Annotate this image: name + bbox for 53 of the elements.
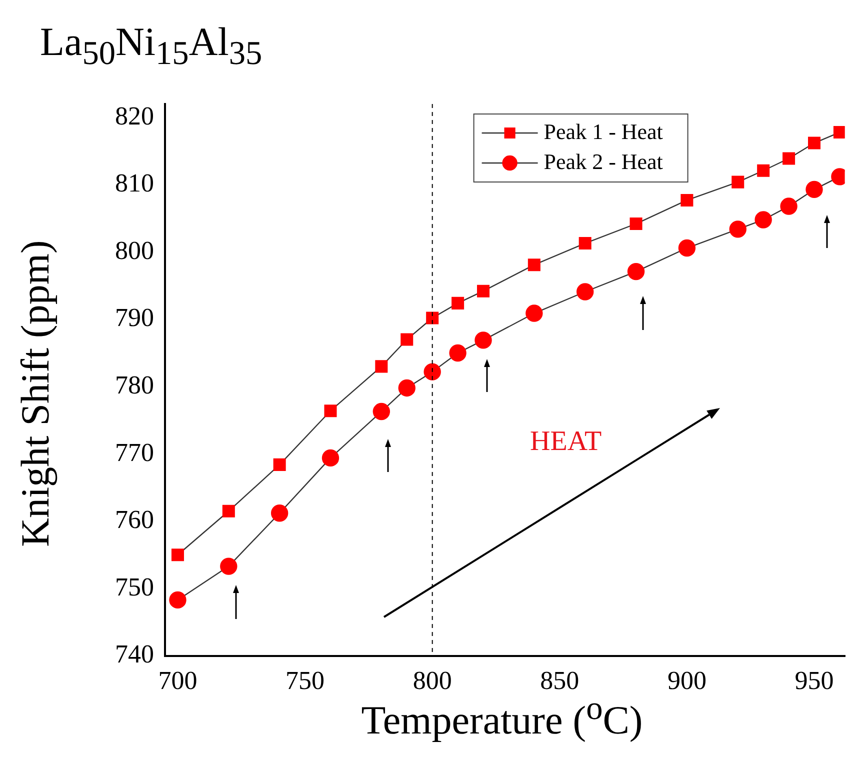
y-tick-label: 810 xyxy=(115,168,154,198)
point xyxy=(808,136,821,150)
point xyxy=(222,504,235,518)
point xyxy=(477,284,490,298)
point xyxy=(372,402,390,420)
point xyxy=(732,176,744,188)
x-tick-label: 750 xyxy=(286,666,325,696)
y-tick-label: 770 xyxy=(115,438,154,467)
point xyxy=(169,591,186,609)
point xyxy=(171,548,184,562)
point xyxy=(220,558,238,575)
point xyxy=(449,344,466,362)
point xyxy=(678,239,696,257)
point xyxy=(578,237,592,250)
point xyxy=(806,180,823,198)
point xyxy=(270,504,288,522)
point xyxy=(375,360,388,373)
point xyxy=(729,220,746,238)
y-tick-label: 750 xyxy=(115,572,154,602)
point xyxy=(630,218,642,230)
annotation: HEAT xyxy=(530,426,602,458)
point xyxy=(322,449,340,467)
x-tick-label: 950 xyxy=(794,666,834,696)
point xyxy=(324,404,337,418)
point xyxy=(400,333,414,346)
legend-label: Peak 2 - Heat xyxy=(544,148,663,174)
chart-title: La$_{50}$Ni$_{15}$Al$_{35}$ xyxy=(40,18,262,73)
y-tick-label: 740 xyxy=(115,640,154,669)
y-tick-label: 820 xyxy=(115,101,154,130)
y-tick-label: 780 xyxy=(115,370,154,400)
point xyxy=(754,211,772,228)
point xyxy=(273,458,286,471)
y-tick-label: 760 xyxy=(115,505,154,534)
legend-label: Peak 1 - Heat xyxy=(544,118,663,144)
point xyxy=(627,262,645,280)
x-tick-label: 900 xyxy=(667,666,706,696)
point xyxy=(833,126,845,139)
point xyxy=(757,164,770,177)
point xyxy=(474,332,492,349)
point xyxy=(452,296,464,310)
point xyxy=(424,363,441,380)
point xyxy=(680,194,694,206)
point xyxy=(398,379,416,397)
point xyxy=(780,198,798,215)
point xyxy=(576,283,594,300)
point xyxy=(528,258,540,272)
y-tick-label: 790 xyxy=(115,303,154,332)
x-tick-label: 700 xyxy=(158,666,198,696)
point xyxy=(426,312,439,324)
y-tick-label: 800 xyxy=(115,236,154,265)
y-axis-title: Knight Shift (ppm) xyxy=(12,239,58,549)
point xyxy=(782,152,796,165)
point xyxy=(526,304,543,322)
